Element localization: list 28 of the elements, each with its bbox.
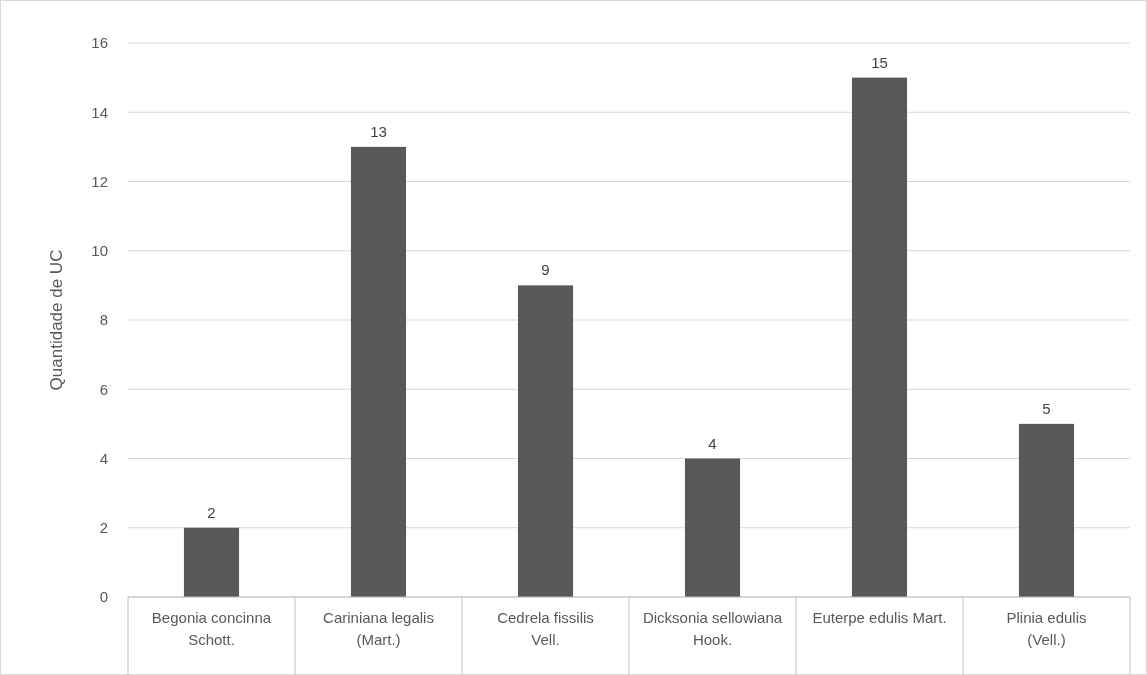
data-label: 15 xyxy=(871,53,888,71)
data-label: 13 xyxy=(370,122,387,140)
data-label: 4 xyxy=(708,434,717,452)
y-tick-label: 14 xyxy=(91,103,108,121)
y-tick-label: 10 xyxy=(91,242,108,259)
bar xyxy=(350,146,407,597)
x-tick-label: Euterpe edulis Mart. xyxy=(812,609,947,626)
y-tick-label: 2 xyxy=(99,519,108,536)
data-label: 5 xyxy=(1042,399,1051,417)
bar xyxy=(684,458,741,597)
x-tick-label: Begonia concinna Schott. xyxy=(151,609,272,648)
bar xyxy=(183,527,240,597)
y-tick-label: 6 xyxy=(99,380,108,398)
y-tick-label: 16 xyxy=(91,34,108,52)
data-label: 2 xyxy=(207,503,216,521)
x-tick-label: Cariniana legalis (Mart.) xyxy=(323,609,434,648)
y-tick-label: 4 xyxy=(99,449,108,467)
y-tick-label: 12 xyxy=(91,172,108,190)
bar xyxy=(851,77,908,597)
x-tick-label: Plinia edulis (Vell.) xyxy=(1006,609,1087,648)
y-tick-label: 0 xyxy=(99,588,108,606)
x-tick-label: Cedrela fissilis Vell. xyxy=(497,609,594,648)
data-label: 9 xyxy=(541,261,550,279)
x-tick-label: Dicksonia sellowiana Hook. xyxy=(642,609,783,648)
bar xyxy=(517,285,574,597)
y-tick-label: 8 xyxy=(99,311,108,329)
y-axis-title: Quantidade de UC xyxy=(47,249,66,391)
bar xyxy=(1018,423,1075,597)
